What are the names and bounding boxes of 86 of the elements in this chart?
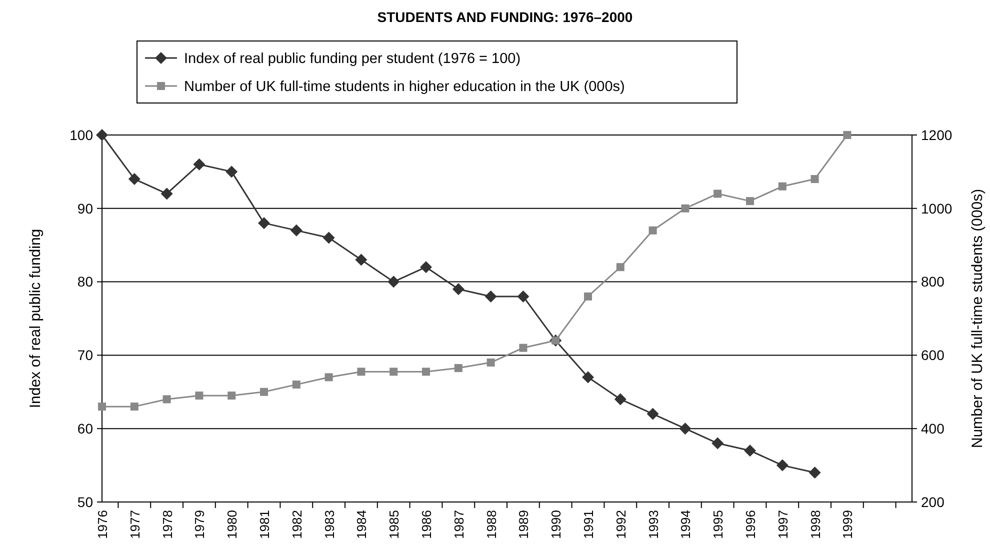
point bbox=[744, 444, 756, 457]
point bbox=[486, 358, 495, 367]
point bbox=[778, 182, 786, 190]
point bbox=[355, 254, 368, 266]
point bbox=[776, 459, 788, 472]
point bbox=[98, 402, 106, 411]
x-tick-label: 1980 bbox=[224, 510, 240, 539]
x-tick-label: 1987 bbox=[451, 510, 466, 539]
point bbox=[388, 276, 400, 288]
point bbox=[681, 204, 690, 212]
y2-tick-label: 800 bbox=[921, 274, 945, 290]
point bbox=[195, 392, 204, 400]
point bbox=[746, 197, 754, 206]
point bbox=[714, 190, 722, 198]
x-tick-label: 1990 bbox=[548, 510, 564, 539]
y2-tick-label: 200 bbox=[921, 494, 945, 510]
point bbox=[519, 344, 528, 352]
point bbox=[808, 466, 821, 479]
x-tick-label: 1995 bbox=[710, 510, 726, 539]
x-tick-label: 1996 bbox=[743, 510, 758, 539]
point bbox=[452, 283, 464, 296]
y2-tick-label: 1200 bbox=[921, 126, 952, 143]
point bbox=[616, 263, 624, 272]
x-tick-label: 1998 bbox=[808, 510, 823, 539]
x-tick-label: 1989 bbox=[516, 510, 532, 539]
point bbox=[160, 188, 173, 200]
x-tick-label: 1993 bbox=[646, 510, 661, 539]
y-tick-label: 50 bbox=[77, 494, 94, 510]
x-tick-label: 1999 bbox=[840, 510, 856, 539]
x-tick-label: 1977 bbox=[127, 510, 142, 539]
x-tick-label: 1992 bbox=[613, 510, 628, 539]
x-tick-label: 1981 bbox=[257, 510, 272, 539]
x-tick-label: 1997 bbox=[775, 510, 790, 539]
point bbox=[292, 380, 300, 389]
y-tick-label: 60 bbox=[77, 420, 94, 436]
point bbox=[843, 131, 852, 139]
x-tick-label: 1994 bbox=[678, 510, 694, 539]
x-tick-label: 1991 bbox=[581, 510, 596, 539]
x-tick-label: 1985 bbox=[386, 510, 402, 539]
point bbox=[646, 408, 659, 420]
legend-label: Number of UK full-time students in higher education in the UK (000s) bbox=[184, 79, 625, 96]
point bbox=[422, 368, 430, 376]
point bbox=[810, 175, 819, 184]
point bbox=[679, 422, 692, 435]
y2-tick-label: 1000 bbox=[921, 200, 952, 216]
point bbox=[322, 232, 335, 244]
point bbox=[712, 437, 724, 450]
point bbox=[357, 368, 366, 376]
point bbox=[582, 371, 594, 384]
point bbox=[226, 166, 238, 178]
point bbox=[290, 224, 302, 236]
x-tick-label: 1984 bbox=[354, 510, 370, 539]
point bbox=[614, 393, 626, 406]
point bbox=[584, 292, 592, 300]
y2-axis-title: Number of UK full-time students (000s) bbox=[969, 188, 986, 448]
point bbox=[128, 173, 140, 186]
point bbox=[260, 388, 268, 396]
x-tick-label: 1986 bbox=[419, 510, 434, 539]
x-tick-label: 1982 bbox=[289, 510, 304, 539]
x-tick-label: 1978 bbox=[160, 510, 175, 539]
point bbox=[454, 364, 462, 372]
y2-tick-label: 600 bbox=[921, 347, 945, 364]
legend-label: Index of real public funding per student (1976 = 100) bbox=[184, 51, 521, 68]
y2-tick-label: 400 bbox=[921, 420, 945, 436]
point bbox=[484, 290, 497, 302]
point bbox=[420, 261, 432, 274]
chart-title: STUDENTS AND FUNDING: 1976–2000 bbox=[377, 9, 633, 25]
y-tick-label: 90 bbox=[77, 200, 94, 216]
point bbox=[228, 392, 236, 400]
point bbox=[324, 373, 333, 382]
x-tick-label: 1983 bbox=[322, 510, 337, 539]
x-tick-label: 1979 bbox=[192, 510, 208, 539]
point bbox=[130, 402, 138, 411]
y-tick-label: 80 bbox=[77, 274, 94, 290]
point bbox=[517, 290, 530, 302]
point bbox=[96, 129, 108, 141]
point bbox=[193, 158, 206, 170]
point bbox=[390, 368, 398, 376]
point bbox=[258, 217, 270, 230]
point bbox=[648, 226, 657, 234]
y-axis-title: Index of real public funding bbox=[27, 228, 44, 408]
x-tick-label: 1988 bbox=[484, 510, 499, 539]
y-tick-label: 70 bbox=[77, 347, 94, 364]
x-tick-label: 1976 bbox=[95, 510, 110, 539]
point bbox=[162, 395, 171, 404]
y-tick-label: 100 bbox=[70, 126, 94, 143]
